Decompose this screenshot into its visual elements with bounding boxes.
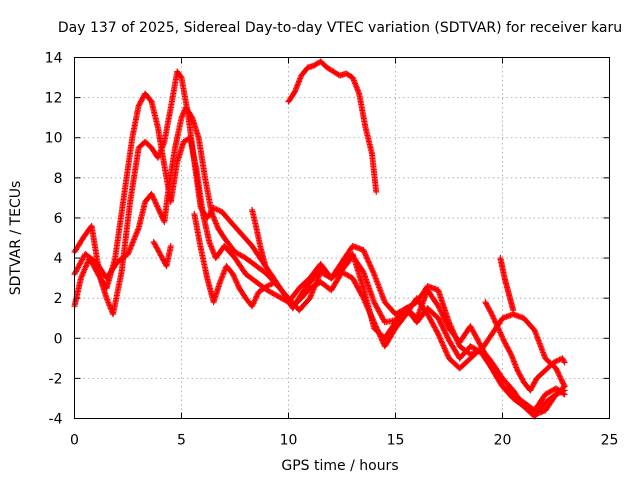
y-tick-label: 6 bbox=[54, 211, 63, 227]
data-point bbox=[443, 333, 450, 340]
y-tick-label: 2 bbox=[54, 291, 63, 307]
data-point bbox=[435, 316, 442, 323]
grid-lines bbox=[74, 57, 610, 419]
y-tick-label: -4 bbox=[49, 412, 63, 428]
data-point bbox=[561, 391, 568, 398]
data-point bbox=[557, 375, 564, 382]
data-point bbox=[437, 319, 444, 326]
data-point bbox=[553, 365, 559, 372]
data-point bbox=[560, 384, 567, 391]
chart-title: Day 137 of 2025, Sidereal Day-to-day VTE… bbox=[58, 20, 622, 36]
data-point bbox=[373, 188, 380, 195]
y-tick-label: -2 bbox=[49, 371, 63, 387]
data-point bbox=[556, 373, 563, 380]
x-tick-label: 20 bbox=[494, 433, 512, 449]
data-point bbox=[443, 331, 450, 338]
x-tick-label: 5 bbox=[177, 433, 186, 449]
series-track-6 bbox=[191, 210, 568, 418]
data-point bbox=[437, 320, 444, 327]
data-point bbox=[554, 369, 561, 376]
data-point bbox=[558, 376, 565, 383]
axis-ticks: 0 5 10 15 20 25 -4 -2 0 2 4 6 8 10 12 14 bbox=[45, 51, 619, 449]
x-tick-label: 10 bbox=[280, 433, 298, 449]
data-point bbox=[556, 372, 563, 379]
data-point bbox=[434, 329, 441, 336]
data-point bbox=[555, 370, 562, 377]
data-point bbox=[440, 326, 447, 333]
y-tick-label: 4 bbox=[54, 251, 63, 267]
data-point bbox=[261, 261, 268, 268]
data-point bbox=[442, 330, 449, 337]
data-point bbox=[436, 317, 443, 324]
data-point bbox=[291, 89, 298, 96]
data-point bbox=[439, 323, 446, 330]
x-tick-label: 15 bbox=[387, 433, 405, 449]
data-point bbox=[444, 334, 451, 341]
data-point bbox=[435, 304, 442, 311]
y-tick-label: 10 bbox=[45, 131, 63, 147]
data-point bbox=[359, 293, 366, 300]
data-point bbox=[439, 324, 446, 331]
data-point bbox=[167, 243, 174, 250]
x-tick-label: 25 bbox=[601, 433, 619, 449]
series-track-5 bbox=[150, 239, 174, 270]
data-marks bbox=[71, 58, 568, 420]
data-point bbox=[560, 390, 567, 397]
y-tick-label: 8 bbox=[54, 171, 63, 187]
data-point bbox=[188, 113, 195, 120]
data-point bbox=[438, 322, 445, 329]
y-axis-label: SDTVAR / TECUs bbox=[8, 181, 24, 296]
series-track-4 bbox=[285, 58, 380, 195]
y-tick-label: 14 bbox=[45, 51, 63, 67]
data-point bbox=[558, 377, 565, 384]
data-point bbox=[561, 359, 568, 366]
plot-frame bbox=[74, 57, 610, 419]
data-point bbox=[147, 97, 154, 104]
data-point bbox=[177, 73, 184, 80]
data-point bbox=[559, 379, 566, 386]
series-track-9 bbox=[482, 299, 568, 394]
data-point bbox=[441, 327, 448, 334]
data-point bbox=[560, 358, 567, 365]
data-point bbox=[435, 315, 442, 322]
x-tick-label: 0 bbox=[70, 433, 79, 449]
data-point bbox=[561, 383, 568, 390]
data-point bbox=[510, 307, 517, 314]
series-track-7 bbox=[249, 206, 268, 268]
y-tick-label: 0 bbox=[54, 331, 63, 347]
data-point bbox=[554, 368, 561, 375]
data-point bbox=[507, 349, 514, 356]
data-point bbox=[488, 309, 495, 316]
x-axis-label: GPS time / hours bbox=[281, 458, 398, 474]
data-point bbox=[441, 329, 448, 336]
y-tick-label: 12 bbox=[45, 91, 63, 107]
series-track-8 bbox=[497, 255, 517, 314]
data-point bbox=[435, 303, 442, 310]
data-point bbox=[553, 366, 560, 373]
series-track-3 bbox=[71, 104, 568, 390]
